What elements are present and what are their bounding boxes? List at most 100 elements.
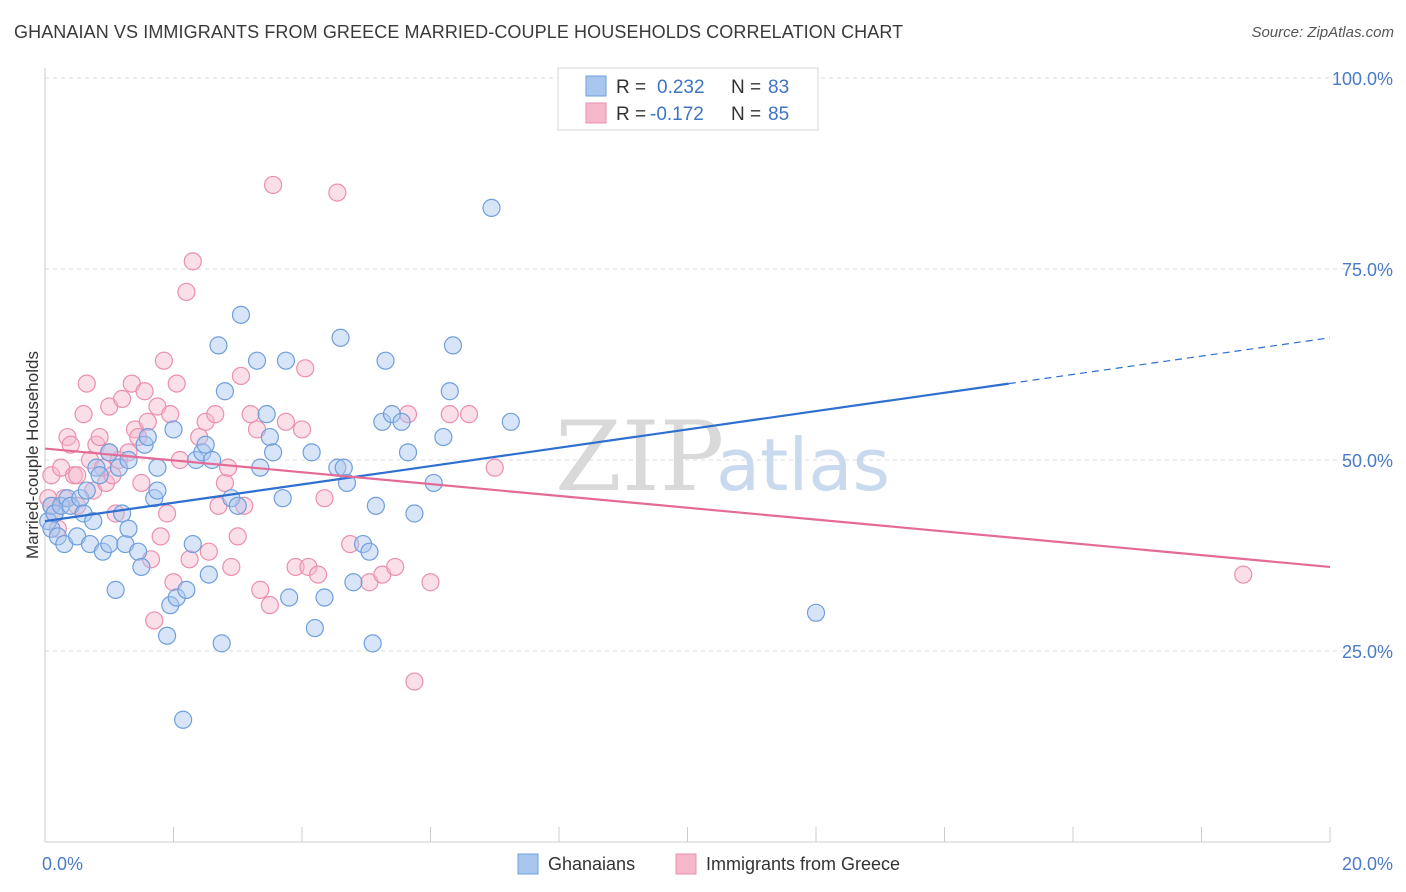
ghanaians-point	[382, 405, 402, 424]
greece-point	[42, 466, 61, 485]
ghanaians-point	[100, 534, 119, 554]
greece-point	[286, 557, 305, 577]
ghanaians-point	[148, 458, 167, 477]
ghanaians-point	[373, 412, 392, 431]
greece-point	[68, 466, 87, 485]
ghanaians-point	[93, 542, 112, 561]
ghanaians-point	[212, 634, 231, 653]
ghanaians-point	[202, 450, 222, 470]
ghanaians-point	[164, 420, 183, 439]
ghanaians-point	[331, 328, 350, 347]
ghanaians-point	[132, 557, 151, 577]
ghanaians-point	[315, 588, 334, 607]
greece-point	[129, 427, 148, 447]
greece-point	[440, 405, 459, 424]
ghanaians-point	[501, 412, 520, 431]
greece-point	[106, 504, 125, 523]
legend-n-label-1: N =	[731, 77, 761, 98]
greece-point	[77, 374, 96, 393]
greece-point	[405, 672, 424, 691]
greece-point	[161, 405, 180, 424]
ghanaians-point	[360, 542, 379, 561]
greece-point	[154, 351, 173, 370]
ghanaians-point	[161, 596, 180, 615]
ghanaians-point	[806, 603, 826, 622]
ghanaians-point	[231, 305, 251, 324]
legend-swatch-greece	[585, 102, 607, 124]
greece-point	[308, 565, 328, 584]
grid-lines	[45, 77, 1390, 652]
greece-point	[132, 473, 151, 493]
ghanaians-point	[398, 443, 418, 462]
legend-r-label-1: R =	[616, 77, 646, 98]
greece-point	[145, 611, 164, 630]
ghanaians-point	[305, 618, 324, 638]
greece-point	[296, 359, 315, 378]
legend-n-value-1: 83	[768, 77, 789, 98]
ghanaians-point	[48, 527, 67, 546]
greece-point	[183, 252, 202, 271]
greece-point	[315, 489, 334, 508]
greece-point	[196, 412, 215, 431]
greece-point	[299, 557, 318, 577]
ghanaians-point	[77, 481, 96, 500]
ghanaians-trend-line	[44, 382, 1009, 523]
greece-point	[222, 557, 241, 577]
ghanaians-point	[100, 443, 119, 462]
greece-point	[1234, 565, 1253, 584]
greece-point	[138, 412, 157, 431]
greece-point	[219, 458, 238, 477]
y-tick-label-2: 75.0%	[1342, 260, 1393, 280]
watermark-zip: ZIP	[555, 401, 724, 513]
bottom-legend-label-ghanaians: Ghanaians	[548, 854, 635, 874]
ghanaians-point	[129, 542, 148, 561]
greece-point	[135, 382, 154, 401]
y-tick-label-0: 25.0%	[1342, 642, 1393, 662]
y-tick-label-3: 100.0%	[1332, 69, 1393, 89]
ghanaians-point	[167, 588, 186, 607]
ghanaians-point	[199, 565, 218, 584]
greece-point	[90, 427, 109, 447]
greece-point	[260, 596, 279, 615]
ghanaians-point	[109, 458, 128, 477]
greece-point	[398, 405, 418, 424]
legend-r-label-2: R =	[616, 104, 646, 125]
trend-lines	[44, 337, 1331, 569]
greece-point	[151, 527, 170, 546]
ghanaians-point	[71, 489, 90, 508]
bottom-legend-label-greece: Immigrants from Greece	[706, 854, 900, 874]
greece-point	[103, 466, 122, 485]
legend-n-label-2: N =	[731, 104, 761, 125]
ghanaians-point	[183, 534, 202, 554]
ghanaians-point	[228, 496, 247, 515]
ghanaians-point	[106, 580, 125, 599]
ghanaians-trend-extension	[1008, 337, 1331, 385]
ghanaians-point	[440, 382, 459, 401]
legend-swatch-ghanaians	[585, 75, 607, 97]
greece-trend-line	[44, 447, 1331, 569]
legend-r-value-1: 0.232	[657, 77, 705, 98]
legend-r-value-2: -0.172	[650, 104, 704, 125]
ghanaians-point	[276, 351, 296, 370]
greece-point	[190, 427, 209, 447]
greece-point	[199, 542, 218, 561]
ghanaians-point	[157, 626, 177, 645]
axes	[44, 68, 1331, 843]
correlation-legend: R = 0.232 N = 83 R = -0.172 N = 85	[557, 67, 819, 131]
ghanaians-point	[247, 351, 267, 370]
greece-point	[421, 573, 440, 592]
legend-n-value-2: 85	[768, 104, 789, 125]
greece-point	[177, 282, 196, 302]
y-axis-label: Married-couple Households	[23, 351, 42, 559]
ghanaians-point	[302, 443, 321, 462]
ghanaians-point	[177, 580, 196, 599]
ghanaians-point	[215, 382, 234, 401]
source-attribution: Source: ZipAtlas.com	[1251, 24, 1394, 41]
ghanaians-point	[260, 427, 279, 447]
y-tick-label-1: 50.0%	[1342, 451, 1393, 471]
ghanaians-point	[434, 427, 453, 447]
greece-point	[251, 580, 270, 599]
x-tick-label-0: 0.0%	[42, 854, 83, 874]
ghanaians-point	[186, 450, 206, 470]
